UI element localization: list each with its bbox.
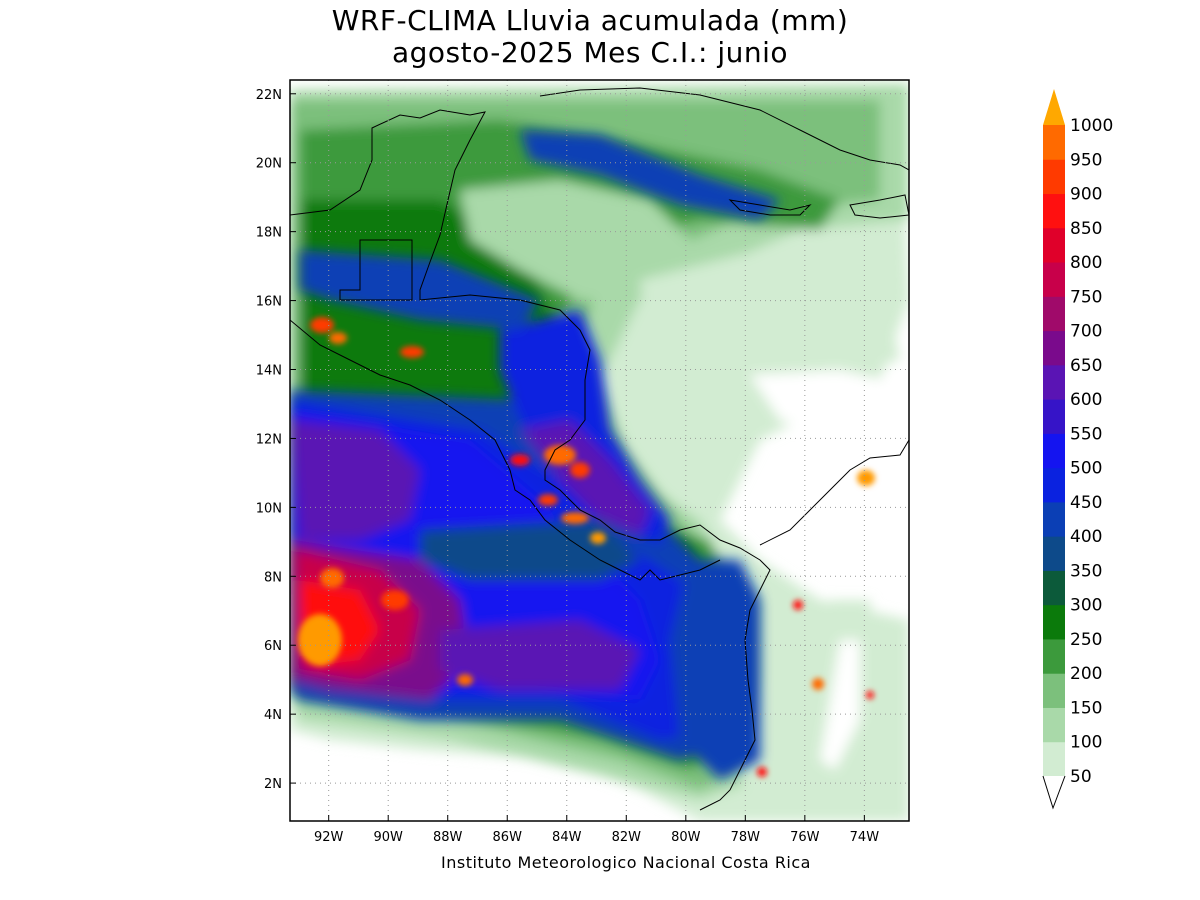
colorbar-swatch (1043, 501, 1065, 537)
colorbar-label: 650 (1070, 356, 1102, 376)
lon-tick-label: 86W (493, 830, 523, 845)
colorbar-label: 250 (1070, 630, 1102, 650)
lon-tick-label: 78W (731, 830, 761, 845)
lat-tick-label: 2N (264, 777, 282, 792)
colorbar-label: 100 (1070, 733, 1102, 753)
lon-tick-label: 76W (790, 830, 820, 845)
coastlines (290, 87, 909, 811)
colorbar-label: 150 (1070, 698, 1102, 718)
colorbar-label: 300 (1070, 596, 1102, 616)
lat-tick-label: 14N (256, 364, 282, 379)
colorbar-swatch (1043, 330, 1065, 366)
colorbar-swatch (1043, 262, 1065, 297)
colorbar-label: 400 (1070, 527, 1102, 547)
colorbar-label: 50 (1070, 767, 1092, 787)
colorbar-label: 550 (1070, 424, 1102, 444)
colorbar-swatch (1043, 673, 1065, 708)
colorbar-over-triangle (1043, 89, 1065, 125)
colorbar-label: 850 (1070, 219, 1102, 239)
colorbar-swatch (1043, 399, 1065, 434)
colorbar-swatch (1043, 570, 1065, 606)
colorbar-swatch (1043, 604, 1065, 640)
lat-tick-label: 8N (264, 570, 282, 585)
lon-tick-label: 84W (552, 830, 582, 845)
map-frame (289, 79, 910, 822)
colorbar-label: 950 (1070, 150, 1102, 170)
colorbar-swatch (1043, 741, 1065, 777)
lon-tick-label: 82W (612, 830, 642, 845)
credit-text: Instituto Meteorologico Nacional Costa R… (441, 853, 811, 872)
colorbar-label: 200 (1070, 664, 1102, 684)
lon-tick-label: 74W (850, 830, 880, 845)
colorbar-label: 500 (1070, 459, 1102, 479)
lat-tick-label: 10N (256, 501, 282, 516)
colorbar-swatch (1043, 467, 1065, 503)
lon-tick-label: 88W (433, 830, 463, 845)
colorbar-label: 700 (1070, 322, 1102, 342)
map-subtitle: agosto-2025 Mes C.I.: junio (391, 36, 789, 69)
colorbar-label: 900 (1070, 185, 1102, 205)
colorbar-swatch (1043, 707, 1065, 743)
colorbar-swatch (1043, 638, 1065, 674)
colorbar-swatch (1043, 227, 1065, 263)
colorbar-swatch (1043, 364, 1065, 400)
colorbar-swatch (1043, 159, 1065, 195)
longitude-axis: 92W 90W 88W 86W 84W 82W 80W 78W 76W 74W (314, 815, 879, 845)
lat-tick-label: 18N (256, 226, 282, 241)
colorbar-label: 800 (1070, 253, 1102, 273)
colorbar-legend: 50 100 150 200 250 300 350 400 450 500 550 600 650 70… (1042, 89, 1113, 810)
lat-tick-label: 20N (256, 157, 282, 172)
colorbar-under-triangle (1042, 775, 1066, 810)
rainfall-field (290, 80, 909, 821)
colorbar-label: 750 (1070, 287, 1102, 307)
lat-tick-label: 4N (264, 708, 282, 723)
colorbar-label: 600 (1070, 390, 1102, 410)
colorbar-swatch (1043, 296, 1065, 332)
lon-tick-label: 90W (374, 830, 404, 845)
lat-tick-label: 6N (264, 639, 282, 654)
latitude-axis: 2N 4N 6N 8N 10N 12N 14N 16N 18N 20N 22N (256, 88, 296, 792)
colorbar-label: 1000 (1070, 116, 1113, 136)
lat-tick-label: 22N (256, 88, 282, 103)
lat-tick-label: 12N (256, 432, 282, 447)
colorbar-swatch (1043, 433, 1065, 469)
colorbar-label: 450 (1070, 493, 1102, 513)
colorbar-swatch (1043, 125, 1065, 160)
lon-tick-label: 80W (671, 830, 701, 845)
map-title: WRF-CLIMA Lluvia acumulada (mm) (331, 4, 849, 37)
colorbar-swatch (1043, 536, 1065, 571)
lat-tick-label: 16N (256, 295, 282, 310)
colorbar-label: 350 (1070, 561, 1102, 581)
colorbar-swatch (1043, 193, 1065, 229)
lon-tick-label: 92W (314, 830, 344, 845)
